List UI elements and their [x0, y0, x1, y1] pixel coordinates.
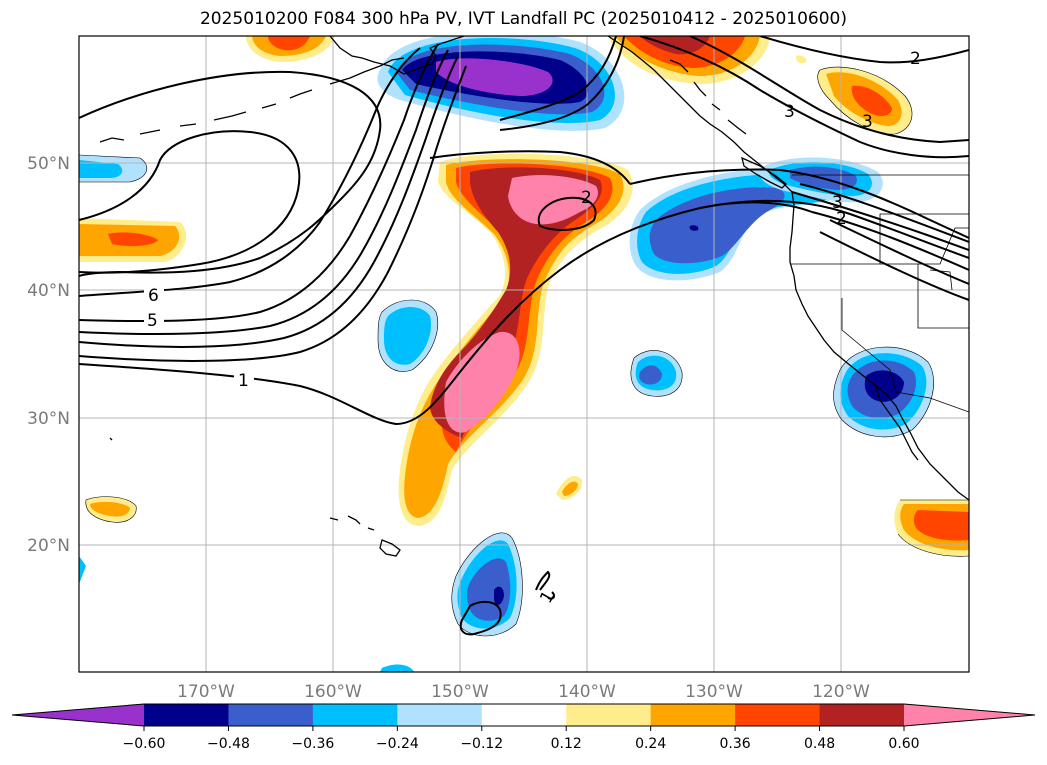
contour-label: 6	[148, 286, 159, 306]
lon-labels: 170°W 160°W 150°W 140°W 130°W 120°W	[177, 682, 870, 702]
coastlines	[99, 36, 969, 557]
contour-label: 5	[147, 311, 158, 331]
colorbar-segment	[481, 704, 567, 726]
map-title: 2025010200 F084 300 hPa PV, IVT Landfall…	[199, 9, 847, 29]
pv-negative-bottom	[380, 664, 414, 672]
colorbar-tick-label: −0.60	[123, 736, 166, 752]
contour-label: 2	[581, 188, 592, 208]
lat-label: 20°N	[27, 536, 70, 556]
contour-label: 2	[910, 49, 921, 69]
colorbar: −0.60 −0.48 −0.36 −0.24 −0.12 0.12 0.24 0.36 0.4…	[11, 703, 1036, 752]
pv-negative-central	[378, 300, 438, 372]
colorbar-segment	[144, 704, 229, 726]
lon-label: 160°W	[304, 682, 362, 702]
pv-positive-sw	[894, 500, 969, 557]
colorbar-segment	[228, 704, 314, 726]
pv-outline	[79, 66, 969, 637]
pv-negative-alaska	[377, 36, 625, 131]
pv-negative-edge	[79, 556, 86, 584]
lat-label: 30°N	[27, 409, 70, 429]
lon-label: 140°W	[558, 682, 616, 702]
borders	[790, 174, 969, 413]
pv-positive-streamer	[398, 153, 633, 527]
colorbar-tick-label: −0.24	[376, 736, 419, 752]
colorbar-segment	[650, 704, 736, 726]
colorbar-tick-label: 0.36	[720, 736, 751, 752]
colorbar-tick-label: −0.12	[460, 736, 503, 752]
lon-label: 150°W	[431, 682, 489, 702]
gridlines	[79, 36, 969, 672]
map-frame	[78, 35, 970, 673]
colorbar-tick-label: 0.24	[635, 736, 666, 752]
colorbar-segment	[735, 704, 821, 726]
lon-label: 170°W	[177, 682, 235, 702]
contour-labels: 6 5 1 2 3 3 2 2 3 1	[144, 49, 921, 607]
pv-positive-gulf-alaska	[608, 36, 770, 84]
colorbar-tick-label: −0.36	[291, 736, 334, 752]
colorbar-segment	[819, 704, 905, 726]
colorbar-tick-label: 0.60	[888, 736, 919, 752]
pv-positive-small	[556, 475, 583, 500]
contour-label: 2	[836, 209, 847, 229]
colorbar-extend-high	[904, 704, 1035, 726]
pv-negative-eastpac	[629, 167, 843, 281]
colorbar-tick-label: 0.48	[804, 736, 835, 752]
contour-label: 1	[536, 588, 559, 607]
pv-negative-small	[630, 350, 683, 397]
pv-positive-left	[79, 218, 187, 262]
colorbar-tick-label: −0.48	[207, 736, 250, 752]
colorbar-segment	[312, 704, 398, 726]
lat-labels: 50°N 40°N 30°N 20°N	[27, 154, 70, 556]
colorbar-tick-label: 0.12	[551, 736, 582, 752]
contour-label: 3	[862, 112, 873, 132]
ivt-contours	[79, 36, 969, 636]
contour-label: 1	[238, 371, 249, 391]
pv-positive-small-left	[85, 496, 137, 523]
map-area: 6 5 1 2 3 3 2 2 3 1	[79, 36, 969, 672]
lon-label: 120°W	[812, 682, 870, 702]
lat-label: 40°N	[27, 281, 70, 301]
pv-negative-hawaii	[451, 532, 523, 636]
lon-label: 130°W	[685, 682, 743, 702]
pv-positive-bc	[795, 55, 913, 135]
lat-label: 50°N	[27, 154, 70, 174]
pv-negative-left	[79, 155, 147, 182]
colorbar-segment	[397, 704, 483, 726]
colorbar-segment	[566, 704, 652, 726]
contour-label: 3	[784, 102, 795, 122]
colorbar-extend-low	[12, 704, 144, 726]
contour-label: 3	[832, 193, 843, 213]
pv-positive-aleutian	[246, 36, 335, 62]
